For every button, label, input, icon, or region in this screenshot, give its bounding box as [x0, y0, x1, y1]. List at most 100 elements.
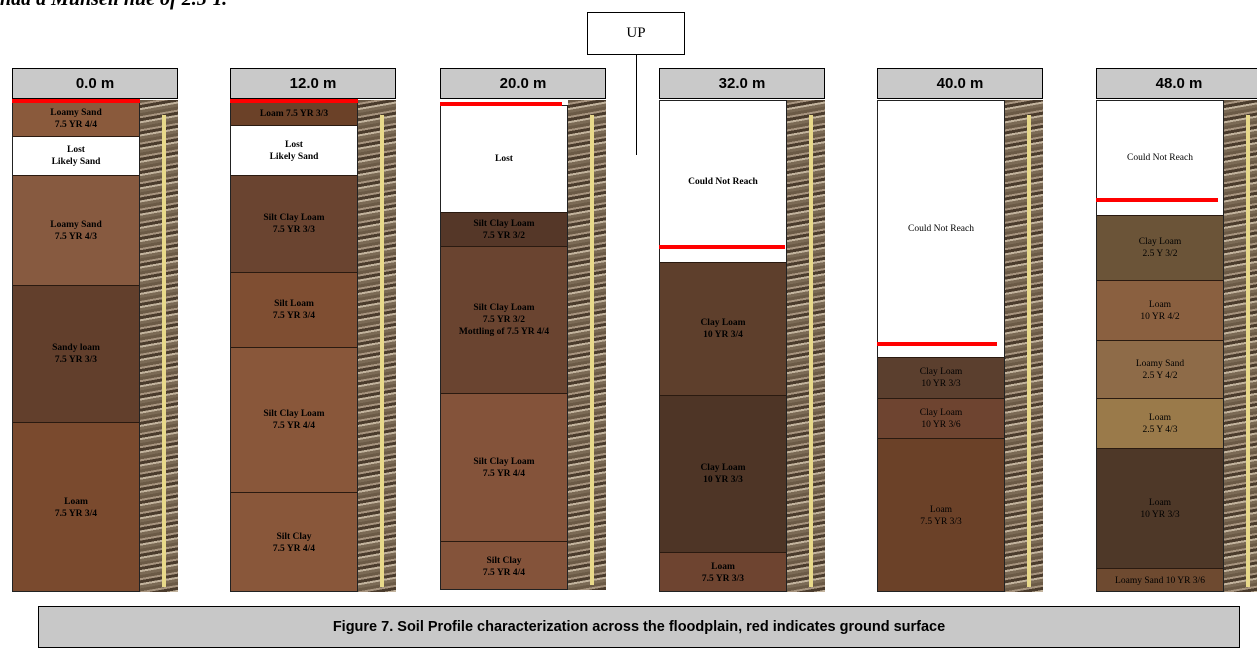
layer-text: 7.5 YR 4/4 [482, 468, 526, 479]
ground-surface [659, 245, 785, 249]
ground-surface [12, 99, 140, 103]
soil-layer: Loam 10 YR 3/3 [1097, 449, 1223, 569]
layer-text: 7.5 YR 3/3 [920, 517, 962, 527]
soil-column: Could Not Reach Clay Loam 10 YR 3/4 Clay Lo… [659, 100, 787, 592]
tape [1246, 115, 1250, 587]
layer-text: Loamy Sand 10 YR 3/6 [1115, 576, 1205, 586]
layer-text: 10 YR 3/3 [1140, 509, 1180, 520]
layer-text: 7.5 YR 4/4 [54, 120, 98, 130]
soil-layer: Lost [441, 106, 567, 213]
layer-text: 7.5 YR 4/4 [272, 544, 316, 554]
profile-header: 48.0 m [1096, 68, 1257, 99]
soil-layer: Loam 7.5 YR 3/3 [660, 553, 786, 591]
soil-layer: Silt Clay Loam 7.5 YR 4/4 [441, 394, 567, 542]
layer-text: Loamy Sand [50, 108, 102, 118]
layer-text: Loam [1148, 412, 1172, 423]
soil-layer: Loamy Sand 10 YR 3/6 [1097, 569, 1223, 591]
tape [809, 115, 813, 587]
soil-column: Could Not Reach Clay Loam 10 YR 3/3 Clay Lo… [877, 100, 1005, 592]
tape [590, 115, 594, 585]
soil-layer: Silt Clay 7.5 YR 4/4 [441, 542, 567, 589]
up-line [636, 55, 637, 155]
soil-layer: Loamy Sand 7.5 YR 4/3 [13, 176, 139, 286]
layer-text: Loam [64, 497, 88, 507]
soil-layer: Silt Clay Loam 7.5 YR 3/2 [441, 213, 567, 247]
soil-layer: Clay Loam 10 YR 3/6 [878, 399, 1004, 439]
layer-text: Clay Loam [1138, 237, 1182, 247]
layer-text: 10 YR 3/3 [703, 475, 743, 485]
soil-photo [1005, 100, 1043, 592]
soil-layer: Loam 7.5 YR 3/3 [231, 102, 357, 126]
tape [162, 115, 166, 587]
soil-column: Could Not Reach Clay Loam 2.5 Y 3/2 Loam 10 … [1096, 100, 1224, 592]
soil-layer: Loam 7.5 YR 3/3 [878, 439, 1004, 591]
layer-text: 10 YR 3/3 [921, 379, 961, 389]
soil-column: Lost Silt Clay Loam 7.5 YR 3/2 Silt Clay Lo… [440, 105, 568, 590]
layer-text: 7.5 YR 3/3 [54, 355, 98, 365]
layer-text: 7.5 YR 3/3 [272, 225, 316, 235]
soil-layer: Silt Clay 7.5 YR 4/4 [231, 493, 357, 591]
layer-text: Clay Loam [919, 407, 963, 418]
layer-text: 7.5 YR 3/4 [54, 509, 98, 519]
layer-text: 2.5 Y 3/2 [1142, 249, 1178, 259]
layer-text: Loamy Sand [1135, 358, 1185, 369]
soil-layer: Could Not Reach [1097, 101, 1223, 216]
layer-text: Silt Loam [274, 299, 314, 309]
ground-surface [230, 99, 358, 103]
layer-text: Could Not Reach [1127, 153, 1193, 163]
soil-column: Loamy Sand 7.5 YR 4/4 Lost Likely Sand Loamy… [12, 101, 140, 592]
layer-text: Silt Clay Loam [263, 213, 325, 223]
layer-text: Silt Clay [276, 532, 312, 542]
top-text: had a Munsell hue of 2.5 Y. [0, 0, 227, 11]
layer-text: 7.5 YR 4/4 [272, 421, 316, 431]
layer-text: 7.5 YR 3/4 [272, 311, 316, 321]
soil-layer: Lost Likely Sand [231, 126, 357, 176]
layer-text: Lost [495, 154, 513, 164]
soil-photo [568, 100, 606, 590]
soil-photo [1224, 100, 1257, 592]
soil-photo [358, 100, 396, 592]
layer-text: 10 YR 4/2 [1140, 311, 1180, 322]
layer-text: Mottling of 7.5 YR 4/4 [458, 327, 550, 337]
layer-text: Could Not Reach [908, 224, 974, 234]
layer-text: Silt Clay Loam [473, 456, 535, 467]
soil-layer: Silt Clay Loam 7.5 YR 3/2 Mottling of 7.5 … [441, 247, 567, 394]
soil-layer: Clay Loam 10 YR 3/3 [660, 396, 786, 553]
layer-text: Likely Sand [51, 157, 101, 167]
layer-text: Could Not Reach [688, 176, 758, 187]
soil-layer: Sandy loam 7.5 YR 3/3 [13, 286, 139, 423]
layer-text: Loam [929, 505, 953, 515]
layer-text: 2.5 Y 4/3 [1142, 424, 1178, 435]
layer-text: 7.5 YR 3/2 [482, 230, 526, 241]
layer-text: Silt Clay Loam [473, 218, 535, 229]
soil-layer: Loam 10 YR 4/2 [1097, 281, 1223, 341]
soil-layer: Silt Loam 7.5 YR 3/4 [231, 273, 357, 348]
layer-text: 7.5 YR 3/3 [701, 574, 745, 584]
ground-surface [877, 342, 997, 346]
layer-text: Lost [285, 139, 303, 150]
layer-text: Loam 7.5 YR 3/3 [259, 108, 329, 119]
ground-surface [440, 102, 562, 106]
layer-text: Loamy Sand [50, 219, 102, 230]
profile-header: 20.0 m [440, 68, 606, 99]
layer-text: 10 YR 3/4 [703, 330, 743, 340]
soil-photo [787, 100, 825, 592]
layer-text: Clay Loam [700, 318, 746, 328]
layer-text: 2.5 Y 4/2 [1142, 370, 1178, 381]
layer-text: Silt Clay Loam [473, 303, 535, 313]
layer-text: 7.5 YR 3/2 [482, 315, 526, 325]
tape [1027, 115, 1031, 587]
layer-text: Clay Loam [919, 367, 963, 377]
soil-column: Loam 7.5 YR 3/3 Lost Likely Sand Silt Clay … [230, 101, 358, 592]
layer-text: 7.5 YR 4/4 [482, 567, 526, 578]
soil-layer: Clay Loam 10 YR 3/4 [660, 263, 786, 396]
layer-text: Loam [1148, 497, 1172, 508]
ground-surface [1096, 198, 1218, 202]
soil-layer: Could Not Reach [878, 101, 1004, 358]
soil-layer: Loamy Sand 7.5 YR 4/4 [13, 102, 139, 137]
soil-layer: Lost Likely Sand [13, 137, 139, 176]
layer-text: Loam [711, 562, 735, 572]
soil-layer: Could Not Reach [660, 101, 786, 263]
soil-layer: Silt Clay Loam 7.5 YR 4/4 [231, 348, 357, 493]
